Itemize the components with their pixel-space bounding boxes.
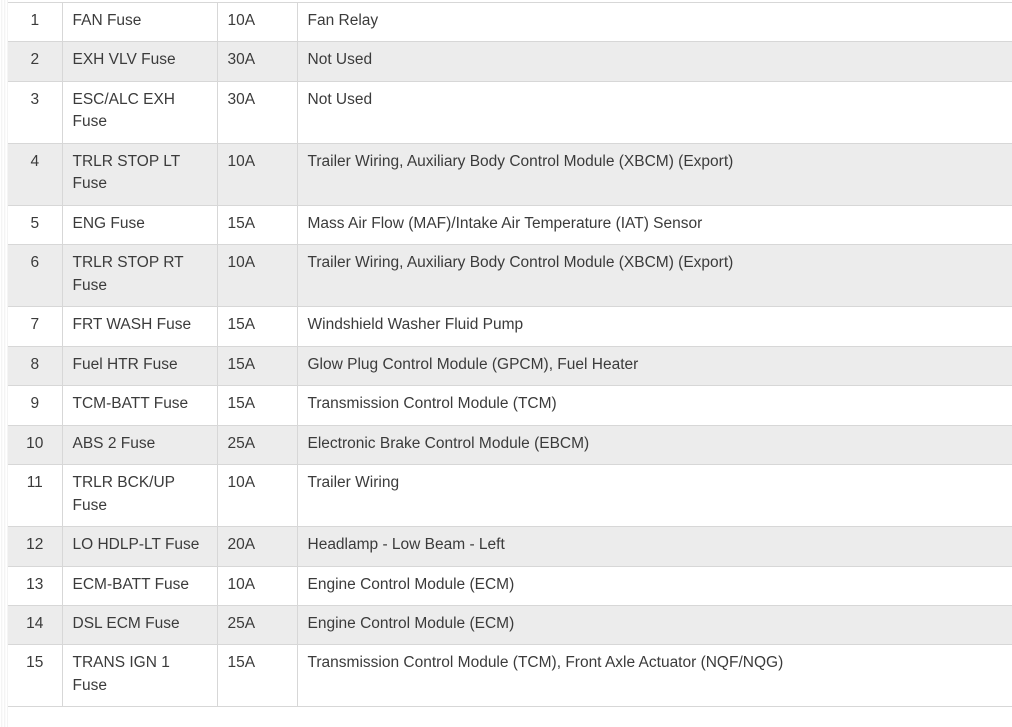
fuse-name-cell: ABS 2 Fuse xyxy=(62,424,218,466)
fuse-description-cell: Transmission Control Module (TCM), Front… xyxy=(297,644,1012,708)
fuse-description-cell: Not Used xyxy=(297,80,1012,144)
fuse-name-cell: FAN Fuse xyxy=(62,1,218,43)
table-row: 6 TRLR STOP RT Fuse 10A Trailer Wiring, Aux… xyxy=(8,244,1012,308)
fuse-number-cell: 8 xyxy=(8,345,63,387)
fuse-description-cell: Glow Plug Control Module (GPCM), Fuel He… xyxy=(297,345,1012,387)
table-row: 5 ENG Fuse 15A Mass Air Flow (MAF)/Intake A… xyxy=(8,204,1012,246)
fuse-name-cell: TRLR STOP RT Fuse xyxy=(62,244,218,308)
page-edge-texture xyxy=(0,0,8,727)
fuse-amperage-cell: 15A xyxy=(217,306,298,347)
fuse-description-cell: Trailer Wiring xyxy=(297,464,1012,528)
table-row: 8 Fuel HTR Fuse 15A Glow Plug Control Modul… xyxy=(8,345,1012,387)
fuse-description-cell: Headlamp - Low Beam - Left xyxy=(297,526,1012,567)
table-row: 1 FAN Fuse 10A Fan Relay xyxy=(8,1,1012,43)
fuse-name-cell: EXH VLV Fuse xyxy=(62,41,218,82)
fuse-description-cell: Electronic Brake Control Module (EBCM) xyxy=(297,424,1012,466)
fuse-amperage-cell: 15A xyxy=(217,345,298,387)
fuse-description-cell: Not Used xyxy=(297,41,1012,82)
table-row: 4 TRLR STOP LT Fuse 10A Trailer Wiring, Aux… xyxy=(8,142,1012,206)
fuse-description-cell: Fan Relay xyxy=(297,1,1012,43)
fuse-description-cell: Engine Control Module (ECM) xyxy=(297,604,1012,646)
fuse-amperage-cell: 20A xyxy=(217,526,298,567)
fuse-number-cell: 4 xyxy=(8,142,63,206)
fuse-amperage-cell: 10A xyxy=(217,565,298,606)
fuse-name-cell: DSL ECM Fuse xyxy=(62,604,218,646)
fuse-amperage-cell: 10A xyxy=(217,1,298,43)
table-row: 13 ECM-BATT Fuse 10A Engine Control Module … xyxy=(8,565,1012,606)
fuse-description-cell: Windshield Washer Fluid Pump xyxy=(297,306,1012,347)
fuse-amperage-cell: 25A xyxy=(217,604,298,646)
fuse-description-cell: Transmission Control Module (TCM) xyxy=(297,385,1012,426)
fuse-description-cell: Trailer Wiring, Auxiliary Body Control M… xyxy=(297,244,1012,308)
table-row: 3 ESC/ALC EXH Fuse 30A Not Used xyxy=(8,80,1012,144)
fuse-name-cell: TRLR STOP LT Fuse xyxy=(62,142,218,206)
fuse-assignment-table: 1 FAN Fuse 10A Fan Relay 2 EXH VLV Fuse 30A Not… xyxy=(8,1,1012,708)
fuse-description-cell: Engine Control Module (ECM) xyxy=(297,565,1012,606)
fuse-amperage-cell: 25A xyxy=(217,424,298,466)
fuse-table-scroll-region[interactable]: 1 FAN Fuse 10A Fan Relay 2 EXH VLV Fuse 30A Not… xyxy=(8,0,1012,727)
fuse-description-cell: Mass Air Flow (MAF)/Intake Air Temperatu… xyxy=(297,204,1012,246)
table-row: 12 LO HDLP-LT Fuse 20A Headlamp - Low Beam … xyxy=(8,526,1012,567)
fuse-number-cell: 2 xyxy=(8,41,63,82)
fuse-number-cell: 9 xyxy=(8,385,63,426)
table-row: 14 DSL ECM Fuse 25A Engine Control Module (… xyxy=(8,604,1012,646)
table-row: 15 TRANS IGN 1 Fuse 15A Transmission Contro… xyxy=(8,644,1012,708)
fuse-name-cell: Fuel HTR Fuse xyxy=(62,345,218,387)
fuse-number-cell: 12 xyxy=(8,526,63,567)
fuse-amperage-cell: 30A xyxy=(217,41,298,82)
table-row: 10 ABS 2 Fuse 25A Electronic Brake Control … xyxy=(8,424,1012,466)
fuse-amperage-cell: 10A xyxy=(217,244,298,308)
fuse-name-cell: ESC/ALC EXH Fuse xyxy=(62,80,218,144)
fuse-number-cell: 7 xyxy=(8,306,63,347)
fuse-number-cell: 11 xyxy=(8,464,63,528)
fuse-amperage-cell: 15A xyxy=(217,385,298,426)
fuse-number-cell: 15 xyxy=(8,644,63,708)
fuse-name-cell: FRT WASH Fuse xyxy=(62,306,218,347)
fuse-number-cell: 10 xyxy=(8,424,63,466)
fuse-amperage-cell: 10A xyxy=(217,142,298,206)
fuse-name-cell: TRLR BCK/UP Fuse xyxy=(62,464,218,528)
fuse-number-cell: 5 xyxy=(8,204,63,246)
fuse-table-body: 1 FAN Fuse 10A Fan Relay 2 EXH VLV Fuse 30A Not… xyxy=(8,1,1012,708)
table-row: 11 TRLR BCK/UP Fuse 10A Trailer Wiring xyxy=(8,464,1012,528)
fuse-name-cell: TRANS IGN 1 Fuse xyxy=(62,644,218,708)
fuse-amperage-cell: 15A xyxy=(217,644,298,708)
table-row: 2 EXH VLV Fuse 30A Not Used xyxy=(8,41,1012,82)
fuse-number-cell: 14 xyxy=(8,604,63,646)
fuse-name-cell: ECM-BATT Fuse xyxy=(62,565,218,606)
fuse-amperage-cell: 15A xyxy=(217,204,298,246)
table-row: 9 TCM-BATT Fuse 15A Transmission Control Mo… xyxy=(8,385,1012,426)
table-row: 7 FRT WASH Fuse 15A Windshield Washer Fluid… xyxy=(8,306,1012,347)
fuse-number-cell: 3 xyxy=(8,80,63,144)
fuse-number-cell: 13 xyxy=(8,565,63,606)
fuse-number-cell: 1 xyxy=(8,1,63,43)
fuse-name-cell: TCM-BATT Fuse xyxy=(62,385,218,426)
fuse-name-cell: LO HDLP-LT Fuse xyxy=(62,526,218,567)
fuse-number-cell: 6 xyxy=(8,244,63,308)
fuse-name-cell: ENG Fuse xyxy=(62,204,218,246)
fuse-amperage-cell: 30A xyxy=(217,80,298,144)
fuse-description-cell: Trailer Wiring, Auxiliary Body Control M… xyxy=(297,142,1012,206)
fuse-amperage-cell: 10A xyxy=(217,464,298,528)
